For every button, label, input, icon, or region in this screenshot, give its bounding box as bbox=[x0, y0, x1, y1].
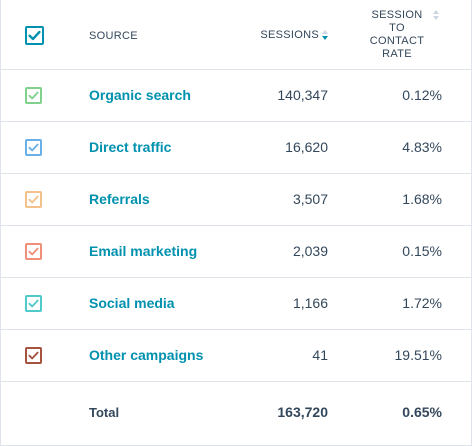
row-checkbox[interactable] bbox=[25, 191, 42, 208]
column-header-sessions[interactable]: SESSIONS bbox=[260, 29, 319, 41]
sessions-sort-icon[interactable] bbox=[322, 30, 329, 42]
row-checkbox[interactable] bbox=[25, 139, 42, 156]
rate-value: 4.83% bbox=[402, 139, 442, 155]
sessions-value: 16,620 bbox=[285, 139, 328, 155]
checkmark-icon bbox=[28, 247, 39, 256]
sessions-value: 140,347 bbox=[277, 87, 328, 103]
rate-value: 0.15% bbox=[402, 243, 442, 259]
select-all-checkbox[interactable] bbox=[25, 26, 44, 45]
sessions-value: 3,507 bbox=[292, 191, 328, 207]
checkmark-icon bbox=[28, 30, 41, 41]
row-checkbox[interactable] bbox=[25, 243, 42, 260]
source-link-social-media[interactable]: Social media bbox=[89, 295, 175, 311]
table-row: Other campaigns 41 19.51% bbox=[1, 330, 471, 382]
rate-value: 1.68% bbox=[402, 191, 442, 207]
row-checkbox[interactable] bbox=[25, 347, 42, 364]
table-row: Email marketing 2,039 0.15% bbox=[1, 226, 471, 278]
rate-header-line: SESSION bbox=[371, 9, 423, 21]
source-link-organic-search[interactable]: Organic search bbox=[89, 87, 191, 103]
table-row: Referrals 3,507 1.68% bbox=[1, 174, 471, 226]
rate-value: 0.12% bbox=[402, 87, 442, 103]
source-link-direct-traffic[interactable]: Direct traffic bbox=[89, 139, 172, 155]
sessions-value: 2,039 bbox=[292, 243, 328, 259]
source-link-email-marketing[interactable]: Email marketing bbox=[89, 243, 198, 259]
rate-header-line: CONTACT bbox=[369, 35, 425, 47]
source-link-referrals[interactable]: Referrals bbox=[89, 191, 150, 207]
sessions-value: 1,166 bbox=[292, 295, 328, 311]
sessions-value: 41 bbox=[312, 347, 328, 363]
checkmark-icon bbox=[28, 195, 39, 204]
rate-value: 19.51% bbox=[394, 347, 442, 363]
checkmark-icon bbox=[28, 299, 39, 308]
row-checkbox[interactable] bbox=[25, 87, 42, 104]
rate-sort-icon[interactable] bbox=[433, 10, 440, 22]
total-label: Total bbox=[89, 405, 120, 420]
total-rate: 0.65% bbox=[402, 404, 442, 420]
checkmark-icon bbox=[28, 143, 39, 152]
checkmark-icon bbox=[28, 351, 39, 360]
rate-value: 1.72% bbox=[402, 295, 442, 311]
table-row: Social media 1,166 1.72% bbox=[1, 278, 471, 330]
table-total-row: Total 163,720 0.65% bbox=[1, 382, 471, 445]
total-sessions: 163,720 bbox=[277, 404, 328, 420]
table-row: Direct traffic 16,620 4.83% bbox=[1, 122, 471, 174]
source-link-other-campaigns[interactable]: Other campaigns bbox=[89, 347, 204, 363]
table-header: SOURCE SESSIONS SESSION TO CONTACT RATE bbox=[1, 0, 471, 70]
column-header-source[interactable]: SOURCE bbox=[89, 30, 138, 42]
rate-header-line: TO bbox=[389, 22, 405, 34]
checkmark-icon bbox=[28, 91, 39, 100]
column-header-session-to-contact-rate[interactable]: SESSION TO CONTACT RATE bbox=[362, 9, 432, 61]
table-row: Organic search 140,347 0.12% bbox=[1, 70, 471, 122]
row-checkbox[interactable] bbox=[25, 295, 42, 312]
rate-header-line: RATE bbox=[382, 48, 412, 60]
